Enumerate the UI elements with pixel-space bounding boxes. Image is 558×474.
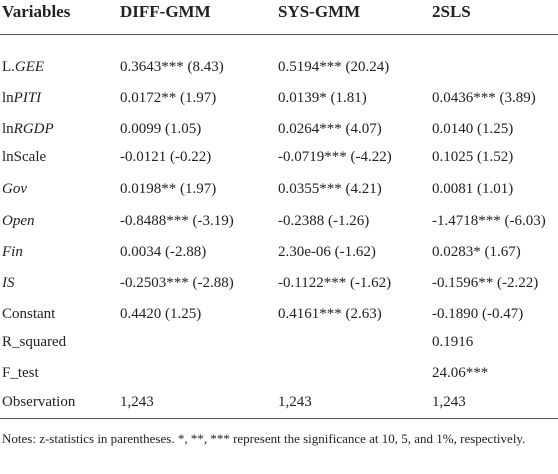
column-header: Variables <box>2 2 71 21</box>
label-text: ln <box>2 90 14 106</box>
table-cell: 0.0436*** (3.89) <box>432 90 536 106</box>
label-italic: IS <box>2 275 15 291</box>
label-text: ln <box>2 121 14 137</box>
table-cell: 0.4161*** (2.63) <box>278 306 382 322</box>
label-italic: GEE <box>14 59 45 75</box>
label-text: L. <box>2 59 15 75</box>
table-cell: 0.3643*** (8.43) <box>120 59 224 75</box>
header-rule <box>0 34 558 35</box>
label-italic: Open <box>2 213 35 229</box>
row-label: lnScale <box>2 148 46 166</box>
label-text: Observation <box>2 394 76 410</box>
notes: Notes: z-statistics in parentheses. *, *… <box>2 431 526 446</box>
table-cell: 1,243 <box>120 394 154 410</box>
table-cell: 0.0140 (1.25) <box>432 121 514 137</box>
table-cell: -0.2503*** (-2.88) <box>120 275 234 291</box>
table-cell: 0.1025 (1.52) <box>432 149 514 165</box>
table-cell: 0.4420 (1.25) <box>120 306 202 322</box>
table-cell: 0.0139* (1.81) <box>278 90 367 106</box>
bottom-rule <box>0 418 558 419</box>
table-cell: 0.0283* (1.67) <box>432 244 521 260</box>
row-label: R_squared <box>2 333 66 351</box>
row-label: Gov <box>2 180 27 198</box>
table-cell: -0.2388 (-1.26) <box>278 213 370 229</box>
table-cell: 0.0198** (1.97) <box>120 181 217 197</box>
row-label: Open <box>2 212 35 230</box>
table-cell: 0.1916 <box>432 334 474 350</box>
table-cell: -0.0121 (-0.22) <box>120 149 212 165</box>
column-header: SYS-GMM <box>278 2 361 21</box>
row-label: Observation <box>2 393 75 411</box>
table-cell: 0.0034 (-2.88) <box>120 244 207 260</box>
table-cell: 0.0355*** (4.21) <box>278 181 382 197</box>
table-cell: -0.1890 (-0.47) <box>432 306 524 322</box>
table-cell: 1,243 <box>278 394 312 410</box>
label-italic: PITI <box>13 90 42 106</box>
label-text: lnScale <box>2 149 47 165</box>
row-label: IS <box>2 274 15 292</box>
table-cell: 24.06*** <box>432 365 489 381</box>
table-cell: 0.0172** (1.97) <box>120 90 217 106</box>
label-italic: Fin <box>2 244 23 260</box>
row-label: lnPITI <box>2 89 41 107</box>
table-cell: 0.5194*** (20.24) <box>278 59 390 75</box>
label-text: F_test <box>2 365 39 381</box>
table-cell: 0.0081 (1.01) <box>432 181 514 197</box>
row-label: lnRGDP <box>2 120 54 138</box>
label-italic: Gov <box>2 181 27 197</box>
table-cell: 2.30e-06 (-1.62) <box>278 244 376 260</box>
row-label: Fin <box>2 243 23 261</box>
label-italic: RGDP <box>13 121 54 137</box>
table-cell: 1,243 <box>432 394 466 410</box>
row-label: Constant <box>2 305 55 323</box>
table-cell: -0.1596** (-2.22) <box>432 275 539 291</box>
row-label: F_test <box>2 364 39 382</box>
label-text: Constant <box>2 306 56 322</box>
table-cell: -0.8488*** (-3.19) <box>120 213 234 229</box>
table-cell: -1.4718*** (-6.03) <box>432 213 546 229</box>
table-cell: 0.0264*** (4.07) <box>278 121 382 137</box>
table-cell: 0.0099 (1.05) <box>120 121 202 137</box>
table-cell: -0.0719*** (-4.22) <box>278 149 392 165</box>
column-header: 2SLS <box>432 2 471 21</box>
row-label: L.GEE <box>2 58 44 76</box>
label-text: R_squared <box>2 334 67 350</box>
table-cell: -0.1122*** (-1.62) <box>278 275 392 291</box>
column-header: DIFF-GMM <box>120 2 211 21</box>
